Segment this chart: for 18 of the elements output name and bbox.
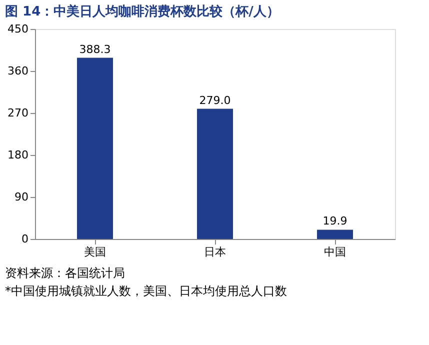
y-tick-label: 0 xyxy=(22,232,28,246)
y-tick-label: 180 xyxy=(8,148,28,162)
x-tick-label: 日本 xyxy=(204,246,226,258)
y-tick-label: 360 xyxy=(8,64,28,78)
bar xyxy=(197,108,233,239)
bar xyxy=(317,230,353,239)
bar xyxy=(77,58,113,239)
data-label: 19.9 xyxy=(322,214,348,228)
x-tick-label: 美国 xyxy=(84,246,106,258)
y-tick-label: 450 xyxy=(8,22,28,36)
y-tick-label: 270 xyxy=(8,106,28,120)
x-tick-label: 中国 xyxy=(324,246,346,258)
data-label: 388.3 xyxy=(79,42,111,56)
text: 资料来源：各国统计局 xyxy=(5,266,125,280)
data-label: 279.0 xyxy=(199,94,231,107)
text: *中国使用城镇就业人数，美国、日本均使用总人口数 xyxy=(5,284,287,298)
y-tick-label: 90 xyxy=(14,190,28,204)
chart-title: 图 14：中美日人均咖啡消费杯数比较（杯/人） xyxy=(5,4,280,20)
